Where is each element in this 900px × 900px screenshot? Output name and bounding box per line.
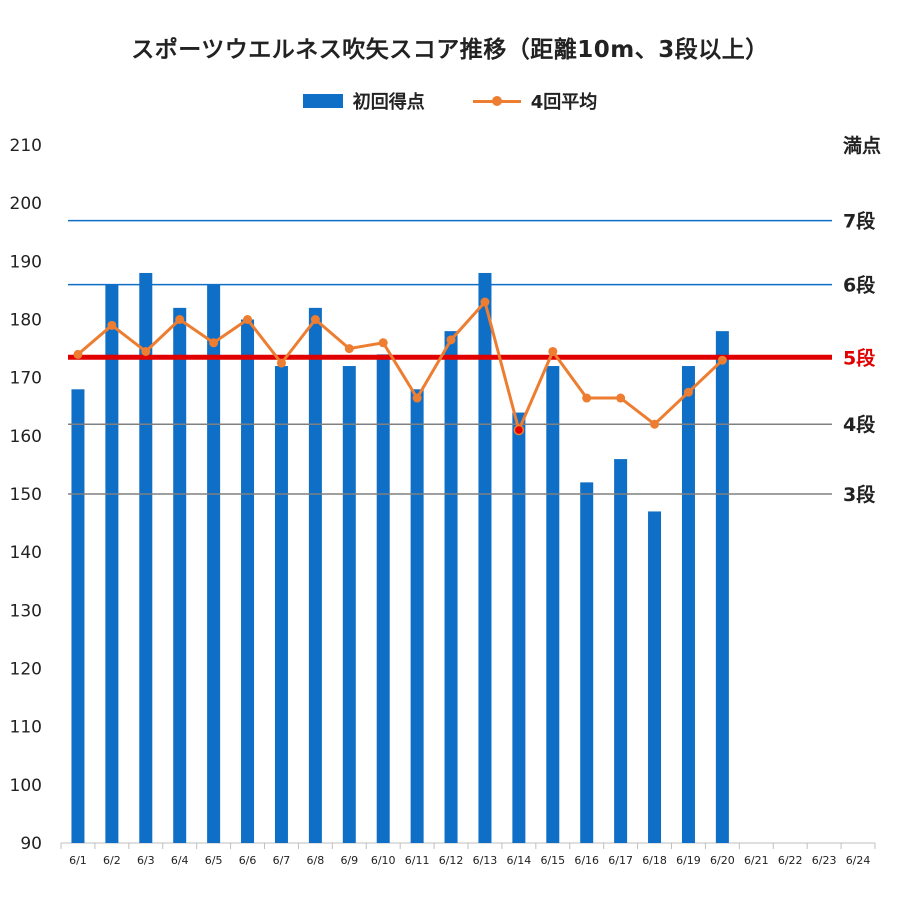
x-tick-label: 6/2 <box>103 854 121 867</box>
y-tick-label: 200 <box>10 194 42 214</box>
reference-line-label: 7段 <box>843 210 876 233</box>
line-point <box>683 387 693 397</box>
bar <box>681 366 695 843</box>
line-point <box>650 419 660 429</box>
x-tick-label: 6/23 <box>812 854 837 867</box>
y-tick-label: 170 <box>10 369 42 389</box>
line-point <box>513 424 525 436</box>
bar <box>308 307 322 843</box>
x-tick-label: 6/16 <box>574 854 599 867</box>
x-tick-label: 6/22 <box>778 854 803 867</box>
bar <box>207 284 221 844</box>
bar <box>546 366 560 843</box>
x-tick-label: 6/1 <box>69 854 87 867</box>
x-tick-label: 6/17 <box>608 854 633 867</box>
x-tick-label: 6/3 <box>137 854 155 867</box>
line-point <box>480 297 490 307</box>
reference-line-label: 5段 <box>843 346 876 369</box>
x-tick-label: 6/15 <box>540 854 565 867</box>
y-tick-label: 100 <box>10 776 42 796</box>
x-tick-label: 6/24 <box>846 854 871 867</box>
legend-item-line: 4回平均 <box>472 88 598 114</box>
legend-bar-swatch <box>302 94 343 108</box>
bar <box>105 284 119 844</box>
x-tick-label: 6/11 <box>405 854 430 867</box>
y-tick-label: 130 <box>10 601 42 621</box>
y-tick-label: 160 <box>10 427 42 447</box>
x-tick-label: 6/20 <box>710 854 735 867</box>
x-tick-label: 6/18 <box>642 854 667 867</box>
bar <box>274 366 288 843</box>
x-tick-label: 6/21 <box>744 854 769 867</box>
bar <box>241 319 255 843</box>
series-line <box>76 300 724 432</box>
x-tick-label: 6/7 <box>273 854 291 867</box>
y-tick-label: 180 <box>10 311 42 331</box>
y-tick-label: 110 <box>10 718 42 738</box>
legend-line-swatch <box>472 94 521 108</box>
x-tick-label: 6/14 <box>507 854 532 867</box>
line-point <box>73 349 83 359</box>
bar <box>139 272 153 843</box>
bar <box>648 511 662 843</box>
bar <box>512 412 526 843</box>
x-tick-label: 6/19 <box>676 854 701 867</box>
reference-line-label: 6段 <box>843 274 876 297</box>
reference-line-label: 満点 <box>843 135 881 157</box>
y-tick-label: 210 <box>10 136 42 156</box>
line-point <box>717 355 727 365</box>
x-tick-label: 6/12 <box>439 854 464 867</box>
y-tick-label: 150 <box>10 485 42 505</box>
bar <box>410 389 424 843</box>
line-point <box>175 315 185 324</box>
line-point <box>548 346 558 356</box>
x-tick-label: 6/9 <box>340 854 358 867</box>
line-point <box>446 335 456 345</box>
line-point <box>141 346 151 356</box>
bar <box>715 331 729 843</box>
y-tick-label: 190 <box>10 252 42 272</box>
x-tick-label: 6/8 <box>307 854 325 867</box>
y-tick-label: 90 <box>20 834 42 854</box>
bar <box>71 389 85 843</box>
legend-item-bar: 初回得点 <box>302 88 425 114</box>
line-point <box>582 393 592 403</box>
bar <box>376 354 390 843</box>
line-point <box>344 344 354 354</box>
chart-title: スポーツウエルネス吹矢スコア推移（距離10m、3段以上） <box>131 37 769 63</box>
line-point <box>276 358 286 368</box>
x-tick-label: 6/13 <box>473 854 498 867</box>
bar <box>342 366 356 843</box>
line-point <box>107 320 117 330</box>
x-tick-label: 6/6 <box>239 854 257 867</box>
x-tick-label: 6/10 <box>371 854 396 867</box>
bar <box>478 272 492 843</box>
x-tick-label: 6/5 <box>205 854 223 867</box>
legend-bar-label: 初回得点 <box>352 92 425 113</box>
line-point <box>310 315 320 324</box>
bar <box>580 482 594 843</box>
bar <box>173 307 187 843</box>
line-point <box>412 393 422 403</box>
line-point <box>209 338 219 348</box>
reference-line-label: 3段 <box>843 483 876 506</box>
y-tick-label: 140 <box>10 543 42 563</box>
bar <box>444 331 458 843</box>
bar <box>614 459 628 843</box>
line-point <box>378 338 388 348</box>
x-tick-label: 6/4 <box>171 854 189 867</box>
y-tick-label: 120 <box>10 660 42 680</box>
legend-line-label: 4回平均 <box>530 92 598 113</box>
legend: 初回得点 4回平均 <box>0 88 900 114</box>
line-point <box>616 393 626 403</box>
line-point <box>243 315 253 324</box>
reference-line-label: 4段 <box>843 413 876 436</box>
